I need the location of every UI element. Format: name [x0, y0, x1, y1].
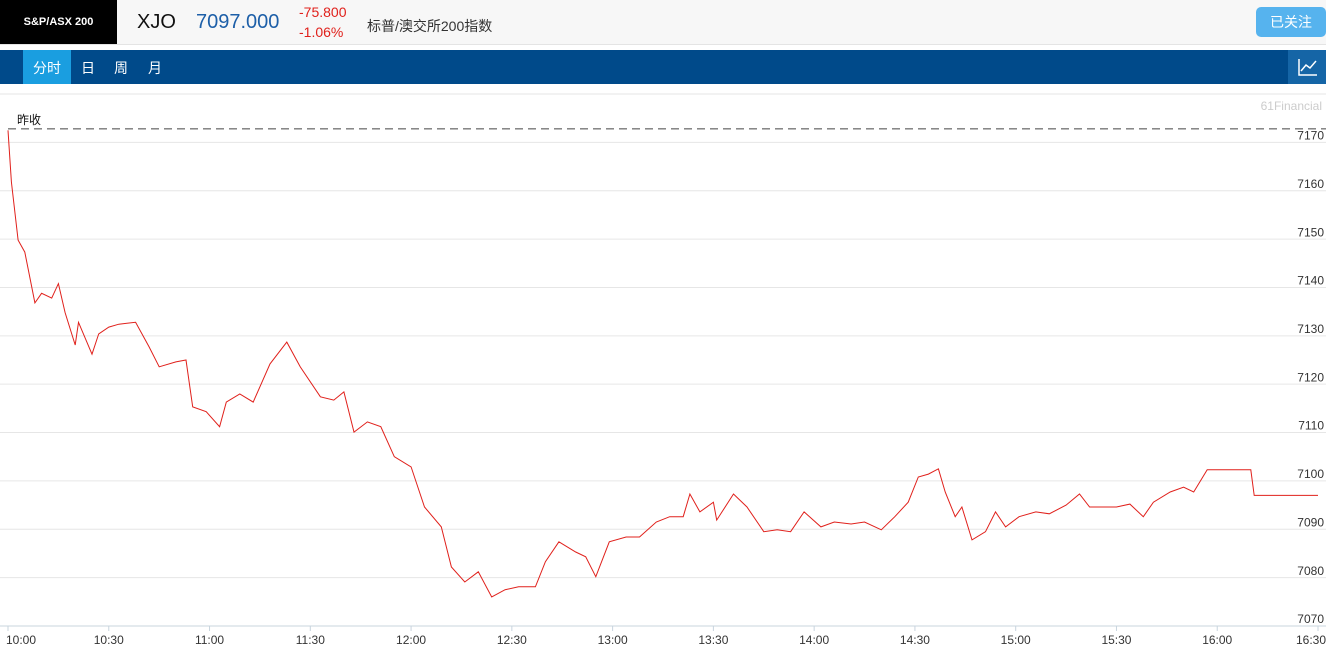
tab[interactable]: 周: [114, 60, 128, 76]
y-tick-label: 7110: [1298, 419, 1324, 433]
x-tick-label: 12:30: [497, 633, 527, 647]
x-tick-label: 14:30: [900, 633, 930, 647]
x-tick-label: 14:00: [799, 633, 829, 647]
symbol: XJO: [137, 11, 176, 33]
tab[interactable]: 分时: [23, 50, 71, 84]
tab[interactable]: 日: [81, 60, 95, 76]
follow-button[interactable]: 已关注: [1256, 7, 1326, 37]
tab-bar: 分时 日 周 月: [0, 50, 1326, 84]
prev-close-label: 昨收: [17, 113, 41, 127]
tab[interactable]: 月: [148, 60, 162, 76]
x-tick-label: 16:30: [1296, 633, 1326, 647]
header: S&P/ASX 200 XJO 7097.000 -75.800 -1.06% …: [0, 0, 1326, 45]
x-tick-label: 15:00: [1001, 633, 1031, 647]
x-tick-label: 11:30: [296, 633, 325, 647]
price: 7097.000: [196, 11, 280, 33]
x-tick-label: 12:00: [396, 633, 426, 647]
x-tick-label: 10:00: [6, 633, 36, 647]
change-pct: -1.06%: [299, 24, 344, 40]
x-tick-label: 13:00: [598, 633, 628, 647]
change: -75.800: [299, 4, 347, 20]
chart-type-icon[interactable]: [1288, 50, 1326, 84]
icon-graphic: [1298, 59, 1317, 76]
y-tick-label: 7160: [1297, 177, 1324, 191]
index-name: 标普/澳交所200指数: [367, 18, 493, 34]
y-tick-label: 7150: [1297, 225, 1324, 239]
y-tick-label: 7080: [1297, 564, 1324, 578]
y-tick-label: 7170: [1297, 129, 1324, 143]
chart: 61Financial 7070 7080 7090 7100 7110 7120 7130…: [0, 93, 1326, 647]
x-tick-label: 15:30: [1101, 633, 1131, 647]
y-tick-label: 7070: [1297, 612, 1324, 626]
y-tick-label: 7120: [1297, 370, 1324, 384]
y-tick-label: 7130: [1297, 322, 1324, 336]
watermark: 61Financial: [1261, 99, 1322, 113]
y-tick-label: 7140: [1297, 274, 1324, 288]
logo: S&P/ASX 200: [0, 0, 117, 44]
y-tick-label: 7100: [1297, 467, 1324, 481]
x-tick-label: 16:00: [1202, 633, 1232, 647]
y-tick-label: 7090: [1297, 515, 1324, 529]
x-tick-label: 13:30: [698, 633, 728, 647]
x-tick-label: 10:30: [94, 633, 124, 647]
x-tick-label: 11:00: [195, 633, 224, 647]
price-line: [7, 130, 1318, 598]
